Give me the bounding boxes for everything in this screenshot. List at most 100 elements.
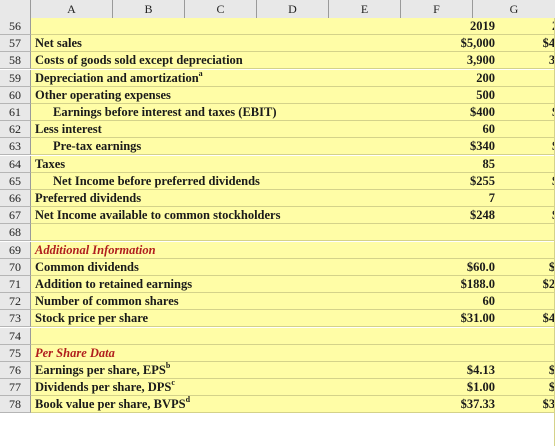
- value-2019[interactable]: $340: [470, 139, 495, 154]
- row-number[interactable]: 57: [0, 35, 31, 53]
- column-header-d[interactable]: D: [257, 0, 329, 18]
- row-number[interactable]: 56: [0, 18, 31, 35]
- row-cells[interactable]: Dividends per share, DPSc $1.00 $0.99: [31, 379, 555, 397]
- row-cells[interactable]: Earnings per share, EPSb $4.13 $4.88: [31, 362, 555, 379]
- column-header-b[interactable]: B: [113, 0, 185, 18]
- value-2019[interactable]: $255: [470, 173, 495, 188]
- row-cells[interactable]: Common dividends $60.0 $59.4: [31, 258, 555, 276]
- value-2019[interactable]: $1.00: [466, 380, 495, 395]
- row-cells[interactable]: Addition to retained earnings $188.0 $233.…: [31, 276, 555, 293]
- row-cells[interactable]: Book value per share, BVPSd $37.33 $34.20: [31, 396, 555, 414]
- row-cells[interactable]: Per Share Data: [31, 344, 555, 362]
- value-2018[interactable]: $4,800: [542, 36, 555, 51]
- value-2018[interactable]: [505, 345, 555, 362]
- row-number[interactable]: 60: [0, 86, 31, 104]
- row-number[interactable]: 73: [0, 310, 31, 328]
- value-2019[interactable]: $4.13: [466, 363, 495, 377]
- value-2019[interactable]: 85: [435, 156, 495, 174]
- value-2018[interactable]: 100: [505, 156, 555, 174]
- row-cells[interactable]: Depreciation and amortizationa 200 180: [31, 69, 555, 87]
- row-number[interactable]: 77: [0, 379, 31, 397]
- row-cells[interactable]: Pre-tax earnings $340 $400: [31, 138, 555, 156]
- value-2019[interactable]: [435, 345, 495, 362]
- value-2018[interactable]: $4.88: [548, 363, 555, 377]
- value-2018[interactable]: 60: [505, 293, 555, 310]
- row-cells[interactable]: Preferred dividends 77: [31, 190, 555, 208]
- value-2018[interactable]: $34.20: [542, 397, 555, 412]
- value-2019[interactable]: 60: [482, 122, 496, 137]
- row-cells[interactable]: Net sales $5,000 $4,800: [31, 35, 555, 53]
- value-2018[interactable]: $440: [505, 104, 555, 121]
- row-number[interactable]: 67: [0, 207, 31, 225]
- value-2019[interactable]: [435, 242, 495, 259]
- row-cells[interactable]: Other operating expenses 500 470: [31, 86, 555, 105]
- row-number[interactable]: 58: [0, 52, 31, 70]
- value-2019[interactable]: 2019: [470, 19, 495, 33]
- value-2019[interactable]: 60: [482, 294, 496, 309]
- row-number[interactable]: 74: [0, 327, 31, 345]
- value-2019[interactable]: $60.0: [466, 259, 495, 274]
- value-2018[interactable]: 2018: [505, 18, 555, 35]
- row-number[interactable]: 65: [0, 172, 31, 190]
- row-cells[interactable]: Taxes 85 100: [31, 155, 555, 174]
- value-2019[interactable]: [435, 224, 495, 241]
- value-2018[interactable]: $293: [505, 207, 555, 224]
- value-2018[interactable]: $233.6: [542, 277, 555, 291]
- row-cells[interactable]: Net Income available to common stockhold…: [31, 207, 555, 225]
- value-2018[interactable]: $59.4: [548, 259, 555, 274]
- row-number[interactable]: 70: [0, 258, 31, 276]
- row-number[interactable]: 75: [0, 344, 31, 362]
- column-header-g[interactable]: G: [509, 2, 519, 16]
- value-2018[interactable]: 40: [505, 121, 555, 138]
- column-header-a[interactable]: A: [31, 0, 113, 18]
- row-cells[interactable]: Additional Information: [31, 241, 555, 259]
- row-number[interactable]: 62: [0, 121, 31, 139]
- value-2018[interactable]: $400: [505, 138, 555, 155]
- value-2019[interactable]: $37.33: [460, 397, 495, 412]
- row-number[interactable]: 66: [0, 190, 31, 207]
- row-cells[interactable]: Less interest 60 40: [31, 121, 555, 139]
- value-2018[interactable]: $300: [505, 173, 555, 190]
- value-2018[interactable]: 7: [505, 190, 555, 208]
- row-number[interactable]: 63: [0, 138, 31, 156]
- value-2019[interactable]: 500: [435, 87, 495, 105]
- value-2018[interactable]: [505, 328, 555, 345]
- value-2019[interactable]: $5,000: [460, 36, 495, 51]
- value-2019[interactable]: 7: [435, 190, 495, 208]
- row-cells[interactable]: Stock price per share $31.00 $45.00: [31, 310, 555, 328]
- value-2018[interactable]: $0.99: [548, 380, 555, 395]
- value-2018[interactable]: [505, 224, 555, 241]
- row-cells[interactable]: [31, 327, 555, 345]
- row-number[interactable]: 68: [0, 224, 31, 242]
- corner-cell[interactable]: [0, 0, 31, 18]
- value-2019[interactable]: $248: [470, 208, 495, 223]
- value-2018[interactable]: $45.00: [542, 311, 555, 326]
- row-number[interactable]: 69: [0, 241, 31, 259]
- value-2018[interactable]: 470: [505, 87, 555, 105]
- value-2018[interactable]: [505, 242, 555, 259]
- row-cells[interactable]: Costs of goods sold except depreciation 3…: [31, 52, 555, 70]
- row-cells[interactable]: 2019 2018: [31, 18, 555, 35]
- column-header-f[interactable]: F: [401, 0, 473, 18]
- row-number[interactable]: 76: [0, 362, 31, 379]
- value-2019[interactable]: $188.0: [460, 277, 495, 291]
- value-2018[interactable]: 3,710: [548, 53, 555, 68]
- row-number[interactable]: 78: [0, 396, 31, 414]
- row-cells[interactable]: Earnings before interest and taxes (EBIT…: [31, 104, 555, 121]
- value-2019[interactable]: $31.00: [460, 311, 495, 326]
- value-2018[interactable]: 180: [505, 70, 555, 87]
- row-cells[interactable]: [31, 224, 555, 242]
- row-number[interactable]: 72: [0, 293, 31, 311]
- column-header-e[interactable]: E: [329, 0, 401, 18]
- row-cells[interactable]: Net Income before preferred dividends $25…: [31, 172, 555, 190]
- value-2019[interactable]: [435, 328, 495, 345]
- value-2019[interactable]: 3,900: [466, 53, 495, 68]
- row-cells[interactable]: Number of common shares 60 60: [31, 293, 555, 311]
- value-2019[interactable]: $400: [470, 105, 495, 119]
- row-number[interactable]: 59: [0, 69, 31, 87]
- column-header-c[interactable]: C: [185, 0, 257, 18]
- row-number[interactable]: 61: [0, 104, 31, 121]
- value-2019[interactable]: 200: [476, 70, 495, 85]
- row-number[interactable]: 64: [0, 155, 31, 173]
- row-number[interactable]: 71: [0, 276, 31, 293]
